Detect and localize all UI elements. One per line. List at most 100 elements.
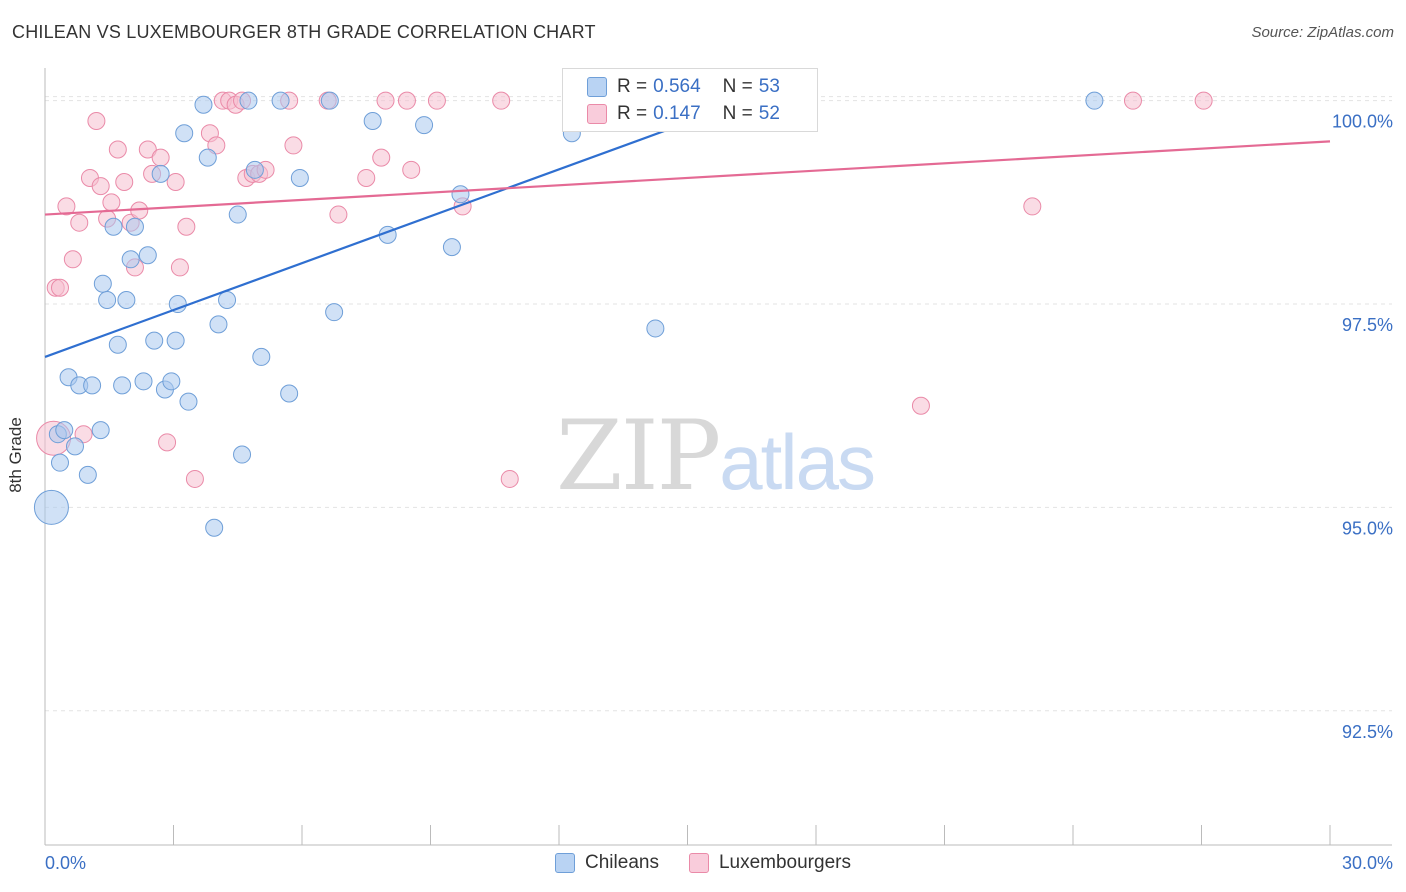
- chilean-point: [228, 205, 247, 224]
- chilean-point: [271, 91, 290, 110]
- legend-swatch-luxembourgers: [587, 104, 607, 124]
- legend-swatch-luxembourgers: [688, 853, 709, 873]
- luxembourger-point: [102, 193, 121, 212]
- chilean-point: [117, 290, 136, 309]
- luxembourger-point: [376, 91, 395, 110]
- chilean-point: [363, 112, 382, 131]
- luxembourger-point: [74, 425, 93, 444]
- chilean-point: [55, 421, 74, 440]
- legend-r-label: R =: [617, 103, 648, 124]
- luxembourger-point: [1123, 91, 1142, 110]
- chilean-point: [320, 91, 339, 110]
- legend-n-label: N =: [722, 76, 753, 97]
- luxembourger-point: [70, 213, 89, 232]
- legend-row-chileans: R = 0.564 N = 53: [587, 75, 780, 99]
- luxembourger-point: [87, 112, 106, 131]
- chilean-point: [325, 303, 344, 322]
- chilean-point: [290, 168, 309, 187]
- luxembourger-point: [1023, 197, 1042, 216]
- chilean-point: [168, 295, 187, 314]
- y-tick-label: 92.5%: [1342, 722, 1393, 742]
- legend-swatch-chileans: [555, 853, 576, 873]
- luxembourger-point: [911, 396, 930, 415]
- luxembourger-point: [329, 205, 348, 224]
- chilean-point: [194, 95, 213, 114]
- chart-title: CHILEAN VS LUXEMBOURGER 8TH GRADE CORREL…: [12, 22, 596, 42]
- chilean-point: [179, 392, 198, 411]
- chilean-point: [91, 421, 110, 440]
- chilean-point: [239, 91, 258, 110]
- legend-n-value: 52: [758, 103, 780, 124]
- x-tick-label-max: 30.0%: [1342, 853, 1393, 873]
- luxembourger-point: [63, 250, 82, 269]
- chilean-point: [145, 331, 164, 350]
- luxembourger-point: [372, 148, 391, 167]
- luxembourger-point: [158, 433, 177, 452]
- luxembourger-point: [207, 136, 226, 155]
- luxembourger-point: [138, 140, 157, 159]
- source-label: Source: ZipAtlas.com: [1251, 24, 1394, 41]
- y-tick-label: 100.0%: [1332, 112, 1393, 132]
- legend-row-luxembourgers: R = 0.147 N = 52: [587, 102, 780, 126]
- chilean-point: [33, 489, 69, 525]
- chilean-point: [218, 290, 237, 309]
- luxembourger-point: [1194, 91, 1213, 110]
- chilean-point: [233, 445, 252, 464]
- legend-n-value: 53: [758, 76, 780, 97]
- watermark-atlas: atlas: [719, 418, 876, 506]
- legend-label-luxembourgers: Luxembourgers: [718, 852, 851, 873]
- chilean-point: [151, 164, 170, 183]
- legend-swatch-chileans: [587, 77, 607, 97]
- watermark-zip: ZIP: [556, 400, 721, 512]
- series-legend: Chileans Luxembourgers: [0, 852, 1406, 874]
- luxembourger-point: [108, 140, 127, 159]
- chilean-point: [166, 331, 185, 350]
- legend-item-chileans[interactable]: Chileans: [555, 852, 659, 874]
- chilean-point: [50, 453, 69, 472]
- chilean-point: [113, 376, 132, 395]
- legend-n-label: N =: [722, 103, 753, 124]
- luxembourger-point: [170, 258, 189, 277]
- chilean-point: [125, 217, 144, 236]
- luxembourger-point: [402, 160, 421, 179]
- legend-item-luxembourgers[interactable]: Luxembourgers: [688, 852, 851, 874]
- chilean-point: [138, 246, 157, 265]
- watermark: ZIPatlas: [556, 400, 876, 512]
- chilean-point: [451, 185, 470, 204]
- y-tick-label: 95.0%: [1342, 518, 1393, 538]
- luxembourger-point: [115, 173, 134, 192]
- legend-r-value: 0.147: [653, 103, 701, 124]
- chilean-trend-line: [44, 98, 753, 358]
- chilean-point: [104, 217, 123, 236]
- chilean-point: [442, 238, 461, 257]
- luxembourger-point: [397, 91, 416, 110]
- chilean-point: [415, 116, 434, 135]
- chilean-point: [83, 376, 102, 395]
- chilean-point: [252, 347, 271, 366]
- luxembourger-point: [177, 217, 196, 236]
- luxembourger-point: [151, 148, 170, 167]
- chilean-point: [78, 465, 97, 484]
- y-tick-label: 97.5%: [1342, 315, 1393, 335]
- luxembourger-point: [185, 469, 204, 488]
- chilean-point: [205, 518, 224, 537]
- chilean-point: [646, 319, 665, 338]
- legend-label-chileans: Chileans: [585, 852, 659, 873]
- luxembourger-trend-line: [44, 140, 1331, 216]
- luxembourger-point: [50, 278, 69, 297]
- correlation-legend: R = 0.564 N = 53 R = 0.147 N = 52: [562, 68, 818, 132]
- y-axis-label: 8th Grade: [6, 417, 25, 493]
- chilean-point: [175, 124, 194, 143]
- luxembourger-point: [166, 173, 185, 192]
- chilean-point: [65, 437, 84, 456]
- chilean-point: [134, 372, 153, 391]
- chilean-point: [198, 148, 217, 167]
- chilean-point: [245, 160, 264, 179]
- chilean-point: [108, 335, 127, 354]
- luxembourger-point: [91, 177, 110, 196]
- chilean-point: [162, 372, 181, 391]
- chilean-point: [98, 290, 117, 309]
- legend-r-label: R =: [617, 76, 648, 97]
- luxembourger-point: [492, 91, 511, 110]
